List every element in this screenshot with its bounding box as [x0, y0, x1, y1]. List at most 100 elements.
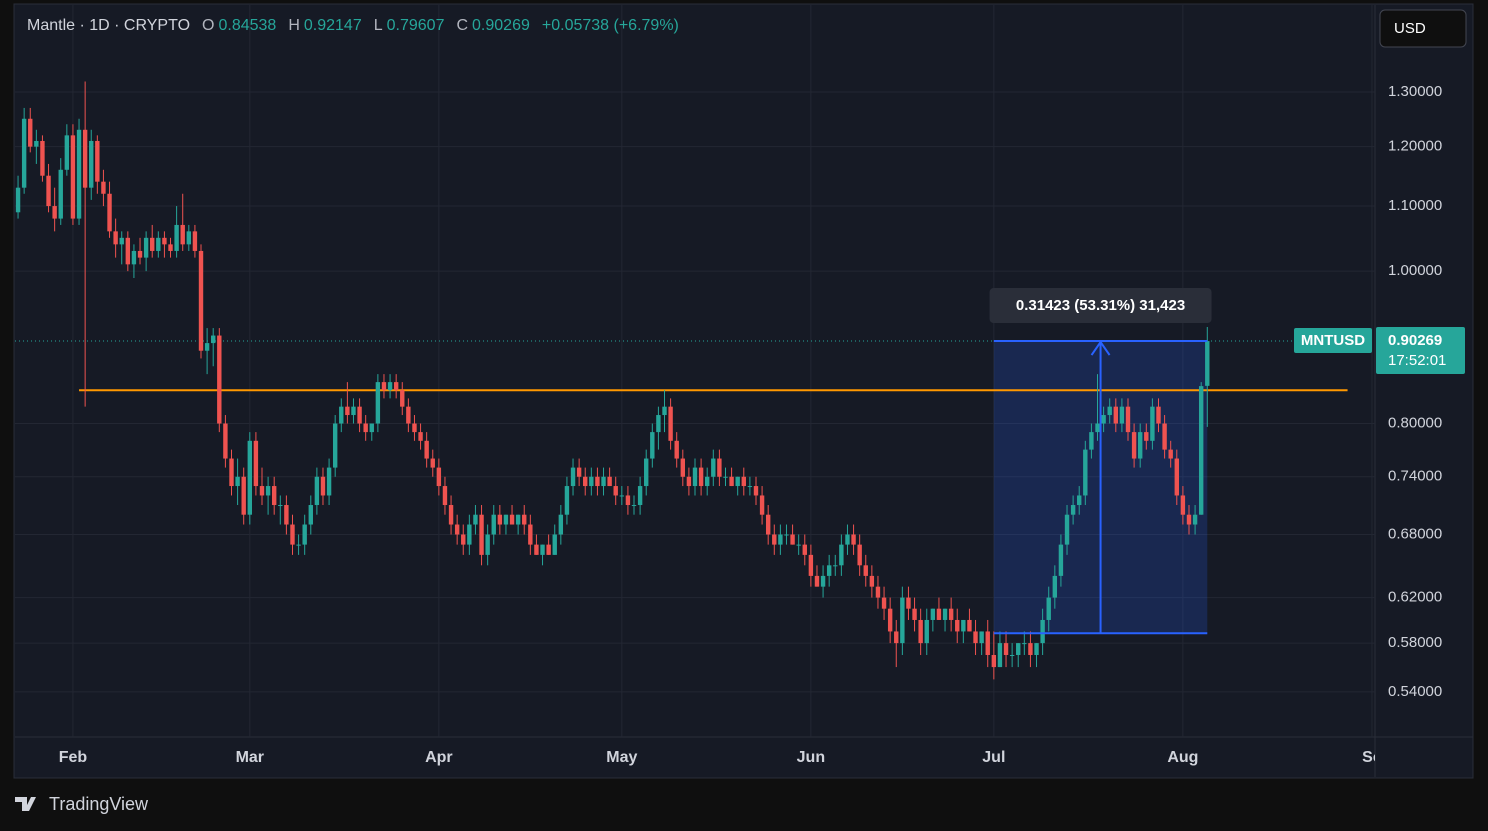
candle-body: [900, 597, 905, 644]
candle-body: [259, 486, 265, 496]
candle-body: [948, 608, 954, 620]
candle-body: [375, 382, 381, 424]
y-tick-label: 0.62000: [1388, 589, 1442, 606]
candle-body: [314, 476, 320, 506]
candle-body: [814, 575, 820, 587]
grid: [15, 5, 1375, 737]
candle-body: [186, 231, 192, 245]
candle-body: [101, 181, 106, 194]
open-label: O: [202, 17, 215, 34]
plot-area: [15, 81, 1375, 680]
candle-body: [82, 129, 88, 188]
candle-body: [534, 544, 539, 555]
candle-body: [1168, 449, 1173, 459]
high-label: H: [288, 17, 300, 34]
currency-button[interactable]: [1379, 9, 1467, 48]
candle-body: [211, 335, 216, 344]
candle-body: [271, 486, 277, 506]
candle-body: [875, 586, 881, 598]
candle-body: [839, 544, 844, 566]
candle-body: [515, 514, 521, 525]
candle-body: [467, 524, 472, 545]
candle-body: [204, 343, 210, 351]
candle-body: [522, 514, 527, 525]
candle-body: [955, 619, 960, 632]
candle-body: [863, 565, 868, 576]
candle-body: [790, 534, 795, 545]
candle-body: [851, 534, 856, 545]
candle-body: [1119, 406, 1125, 424]
candle-body: [796, 544, 801, 546]
candle-body: [741, 476, 746, 487]
candle-body: [662, 406, 667, 416]
candle-body: [156, 237, 161, 251]
candle-body: [1003, 643, 1009, 655]
candle-body: [1070, 505, 1076, 515]
x-tick-label: Jul: [982, 749, 1005, 766]
price-axis: 1.30000 1.20000 1.10000 1.00000 0.80000 0.740…: [1388, 83, 1442, 700]
x-tick-label: May: [606, 749, 637, 766]
candle-body: [1198, 386, 1204, 515]
candle-body: [1095, 423, 1100, 433]
brand-logo: [15, 797, 36, 811]
candle-body: [162, 237, 167, 245]
candle-body: [546, 544, 551, 555]
x-tick-label: Feb: [59, 749, 88, 766]
candle-body: [509, 514, 515, 525]
candle-body: [1009, 654, 1015, 656]
candle-body: [778, 534, 783, 545]
candle-body: [558, 514, 564, 535]
candle-body: [58, 169, 63, 219]
candle-body: [1131, 432, 1137, 459]
candle-body: [430, 458, 435, 468]
candle-body: [887, 608, 893, 632]
x-tick-label: Mar: [236, 749, 264, 766]
candle-body: [28, 118, 33, 147]
candle-body: [21, 118, 27, 188]
y-tick-label: 1.20000: [1388, 138, 1442, 155]
candle-body: [991, 654, 997, 668]
currency-label[interactable]: USD: [1394, 20, 1426, 37]
candle-body: [363, 423, 368, 433]
candle-body: [784, 534, 789, 536]
candle-body: [284, 505, 289, 525]
y-tick-label: 0.80000: [1388, 414, 1442, 431]
candle-body: [1150, 406, 1155, 441]
candle-body: [1077, 495, 1082, 506]
candle-body: [625, 495, 631, 506]
candle-body: [979, 631, 984, 644]
candle-body: [717, 458, 722, 477]
candle-body: [454, 524, 460, 535]
candle-body: [967, 619, 972, 632]
candle-body: [704, 476, 710, 487]
candle-body: [570, 467, 576, 487]
candle-body: [997, 643, 1003, 668]
candle-body: [235, 476, 240, 487]
close-label: C: [456, 17, 469, 34]
candle-body: [912, 608, 917, 620]
candle-body: [881, 597, 887, 609]
candle-body: [40, 140, 45, 176]
measure-label: 0.31423 (53.31%) 31,423: [1016, 297, 1185, 314]
candle-body: [936, 608, 942, 620]
candle-body: [1138, 432, 1143, 459]
candle-body: [1174, 458, 1179, 496]
candle-body: [613, 486, 618, 496]
candle-body: [308, 505, 313, 525]
candle-body: [723, 476, 728, 478]
x-tick-label: Aug: [1167, 749, 1198, 766]
candle-body: [113, 231, 118, 245]
candle-body: [497, 514, 503, 525]
candle-body: [601, 476, 606, 487]
candle-body: [253, 440, 259, 487]
candle-body: [1034, 643, 1039, 655]
candle-body: [942, 608, 948, 620]
legend-header: Mantle · 1D · CRYPTO O 0.84538 H 0.92147 L…: [27, 17, 679, 35]
candle-body: [759, 495, 765, 515]
candle-body: [595, 476, 600, 487]
low-value: 0.79607: [386, 17, 445, 34]
y-tick-label: 0.68000: [1388, 525, 1442, 542]
candle-body: [692, 467, 698, 487]
candle-body: [52, 206, 57, 219]
